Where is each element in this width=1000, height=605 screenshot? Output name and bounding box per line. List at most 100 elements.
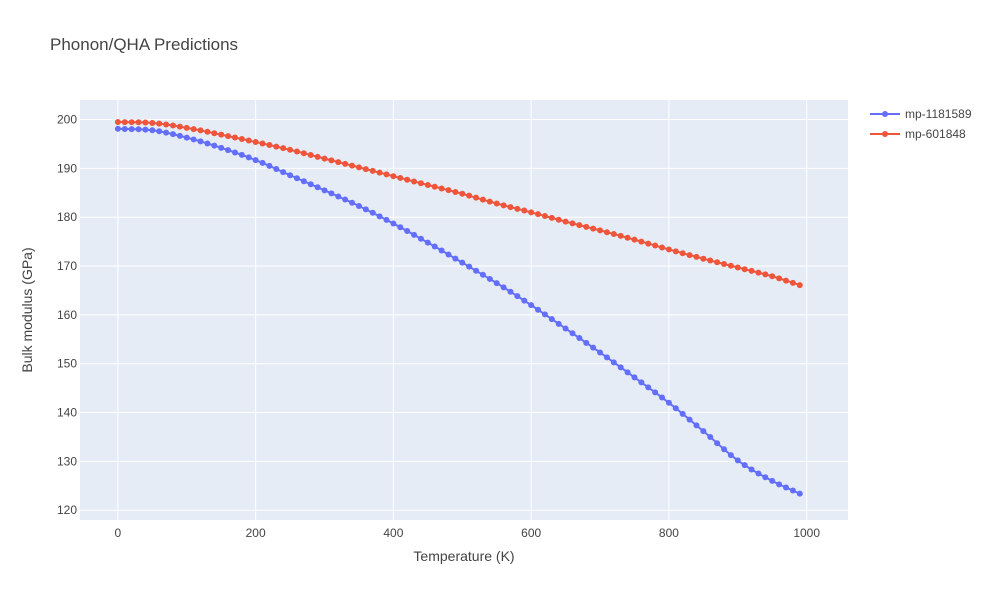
data-point — [259, 159, 266, 166]
data-point — [555, 216, 562, 223]
data-point — [204, 128, 211, 135]
data-point — [493, 280, 500, 287]
data-point — [156, 128, 163, 135]
data-point — [769, 477, 776, 484]
data-point — [590, 225, 597, 232]
data-point — [672, 248, 679, 255]
data-point — [748, 267, 755, 274]
data-point — [376, 169, 383, 176]
data-point — [121, 119, 128, 126]
data-point — [149, 119, 156, 126]
data-point — [597, 227, 604, 234]
data-point — [342, 196, 349, 203]
data-point — [776, 275, 783, 282]
data-point — [679, 250, 686, 257]
data-point — [183, 134, 190, 141]
legend-label: mp-601848 — [905, 127, 966, 141]
data-point — [328, 157, 335, 164]
data-point — [652, 242, 659, 249]
data-point — [280, 169, 287, 176]
data-point — [638, 379, 645, 386]
series-layer — [114, 118, 803, 497]
data-point — [183, 124, 190, 131]
data-point — [686, 416, 693, 423]
data-point — [672, 405, 679, 412]
data-point — [693, 422, 700, 429]
data-point — [438, 185, 445, 192]
data-point — [163, 121, 170, 128]
data-point — [755, 269, 762, 276]
data-point — [156, 120, 163, 127]
data-point — [307, 152, 314, 159]
data-point — [776, 481, 783, 488]
data-point — [679, 410, 686, 417]
series-line — [117, 120, 801, 287]
data-point — [762, 474, 769, 481]
data-point — [383, 171, 390, 178]
data-point — [445, 187, 452, 194]
y-tick-label: 180 — [57, 210, 77, 224]
data-point — [528, 302, 535, 309]
data-point — [500, 284, 507, 291]
y-axis-title: Bulk modulus (GPa) — [19, 247, 35, 372]
data-point — [169, 131, 176, 138]
data-point — [693, 253, 700, 260]
data-point — [727, 262, 734, 269]
data-point — [727, 452, 734, 459]
series-mp-1181589 — [114, 125, 803, 497]
x-tick-label: 1000 — [793, 526, 820, 540]
y-tick-label: 170 — [57, 259, 77, 273]
data-point — [479, 271, 486, 278]
data-point — [473, 194, 480, 201]
data-point — [417, 235, 424, 242]
legend[interactable]: mp-1181589 mp-601848 — [870, 107, 972, 141]
y-tick-label: 200 — [57, 113, 77, 127]
data-point — [645, 384, 652, 391]
data-point — [507, 288, 514, 295]
data-point — [659, 394, 666, 401]
data-point — [342, 160, 349, 167]
data-point — [466, 263, 473, 270]
data-point — [197, 138, 204, 145]
legend-item[interactable]: mp-1181589 — [870, 107, 972, 121]
data-point — [610, 231, 617, 238]
data-point — [652, 389, 659, 396]
data-point — [638, 238, 645, 245]
data-point — [211, 130, 218, 137]
data-point — [466, 192, 473, 199]
data-point — [583, 223, 590, 230]
data-point — [231, 134, 238, 141]
data-point — [473, 267, 480, 274]
data-point — [135, 119, 142, 126]
data-point — [431, 183, 438, 190]
data-point — [314, 184, 321, 191]
data-point — [280, 145, 287, 152]
data-point — [665, 246, 672, 253]
data-point — [721, 446, 728, 453]
data-point — [541, 311, 548, 318]
data-point — [128, 126, 135, 133]
data-point — [548, 214, 555, 221]
data-point — [411, 178, 418, 185]
data-point — [293, 148, 300, 155]
legend-item[interactable]: mp-601848 — [870, 127, 966, 141]
data-point — [114, 118, 121, 125]
data-point — [624, 234, 631, 241]
data-point — [314, 153, 321, 160]
data-point — [121, 126, 128, 133]
data-point — [521, 207, 528, 214]
data-point — [176, 132, 183, 139]
data-point — [796, 282, 803, 289]
data-point — [789, 279, 796, 286]
data-point — [142, 126, 149, 133]
data-point — [610, 359, 617, 366]
grid — [80, 100, 848, 520]
data-point — [404, 176, 411, 183]
data-point — [714, 259, 721, 266]
data-point — [369, 167, 376, 174]
data-point — [624, 369, 631, 376]
data-point — [114, 125, 121, 132]
data-point — [300, 178, 307, 185]
